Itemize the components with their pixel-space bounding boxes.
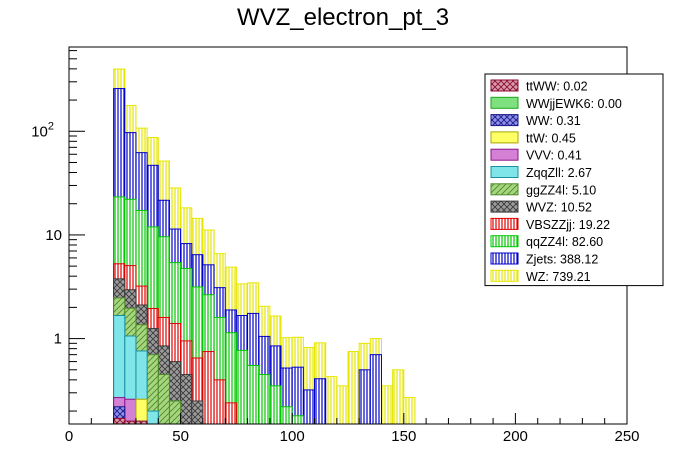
x-tick-label-50: 50 — [172, 428, 189, 445]
legend-label-ggZZ4l: ggZZ4l: 5.10 — [526, 183, 596, 197]
bar-WVZ-55 — [191, 400, 204, 425]
bar-VBSZZjj-60 — [202, 351, 215, 425]
legend-swatch-WZ — [490, 269, 519, 282]
legend-swatch-qqZZ4l — [490, 235, 519, 248]
legend-box — [484, 73, 664, 287]
bar-qqZZ4l-95 — [280, 406, 293, 425]
bar-qqZZ4l-90 — [269, 385, 282, 425]
legend-swatch-WWjjEWK6 — [490, 96, 519, 109]
x-tick-label-0: 0 — [65, 428, 73, 445]
bar-qqZZ4l-80 — [247, 365, 260, 425]
legend-swatch-Zjets — [490, 252, 519, 265]
bar-WZ-140 — [380, 385, 394, 425]
legend-swatch-WW — [490, 114, 519, 127]
legend-swatch-VBSZZjj — [490, 217, 519, 230]
x-tick-label-100: 100 — [280, 428, 305, 445]
chart-title: WVZ_electron_pt_3 — [237, 4, 449, 31]
bar-ZqqZll-35 — [146, 410, 159, 425]
legend-label-Zjets: Zjets: 388.12 — [526, 253, 598, 267]
legend-swatch-VVV — [490, 148, 519, 161]
bar-WZ-125 — [347, 351, 360, 425]
legend-label-VVV: VVV: 0.41 — [526, 149, 582, 163]
bar-qqZZ4l-100 — [291, 415, 304, 425]
bar-ggZZ4l-40 — [157, 374, 170, 425]
bar-VVV-25 — [124, 398, 137, 425]
legend: ttWW: 0.02 WWjjEWK6: 0.00 WW: 0.31 ttW: 0.4… — [484, 73, 664, 287]
legend-label-qqZZ4l: qqZZ4l: 82.60 — [526, 235, 603, 249]
bar-qqZZ4l-75 — [235, 349, 249, 425]
legend-label-ttWW: ttWW: 0.02 — [526, 80, 588, 94]
bar-Zjets-130 — [358, 369, 371, 425]
bar-WZ-120 — [336, 385, 349, 425]
legend-label-WW: WW: 0.31 — [526, 114, 581, 128]
legend-swatch-ttW — [490, 131, 519, 144]
bar-ttW-30 — [135, 398, 148, 425]
x-tick-label-200: 200 — [503, 428, 528, 445]
x-tick-label-250: 250 — [614, 428, 639, 445]
y-tick-label-10: 10 — [45, 227, 62, 244]
stacked-bars — [113, 68, 416, 425]
legend-swatch-WVZ — [490, 200, 519, 213]
x-tick-label-150: 150 — [391, 428, 416, 445]
legend-label-ttW: ttW: 0.45 — [526, 131, 576, 145]
legend-label-WWjjEWK6: WWjjEWK6: 0.00 — [526, 97, 622, 111]
bar-WZ-145 — [392, 369, 405, 425]
bar-Zjets-110 — [314, 378, 327, 425]
legend-swatch-ttWW — [490, 79, 519, 92]
bar-Zjets-135 — [369, 354, 382, 425]
bar-ttWW-20 — [113, 417, 126, 425]
bar-VBSZZjj-65 — [213, 379, 226, 425]
bar-WVZ-50 — [180, 374, 193, 425]
legend-label-WZ: WZ: 739.21 — [526, 270, 591, 284]
legend-label-ZqqZll: ZqqZll: 2.67 — [526, 166, 592, 180]
bar-WZ-115 — [325, 376, 338, 425]
axes: 0 50 100 150 200 250 1 10 102 — [31, 50, 640, 445]
bar-Zjets-105 — [302, 389, 316, 425]
y-tick-label-1: 1 — [54, 331, 62, 348]
bar-qqZZ4l-85 — [258, 374, 271, 425]
legend-swatch-ggZZ4l — [490, 183, 519, 196]
legend-swatch-ZqqZll — [490, 166, 519, 178]
y-tick-label-100: 102 — [31, 120, 54, 140]
legend-label-VBSZZjj: VBSZZjj: 19.22 — [526, 218, 610, 232]
bar-VBSZZjj-70 — [224, 402, 237, 425]
legend-label-WVZ: WVZ: 10.52 — [526, 201, 592, 215]
bar-ggZZ4l-45 — [168, 400, 182, 425]
bar-WZ-150 — [403, 397, 416, 425]
